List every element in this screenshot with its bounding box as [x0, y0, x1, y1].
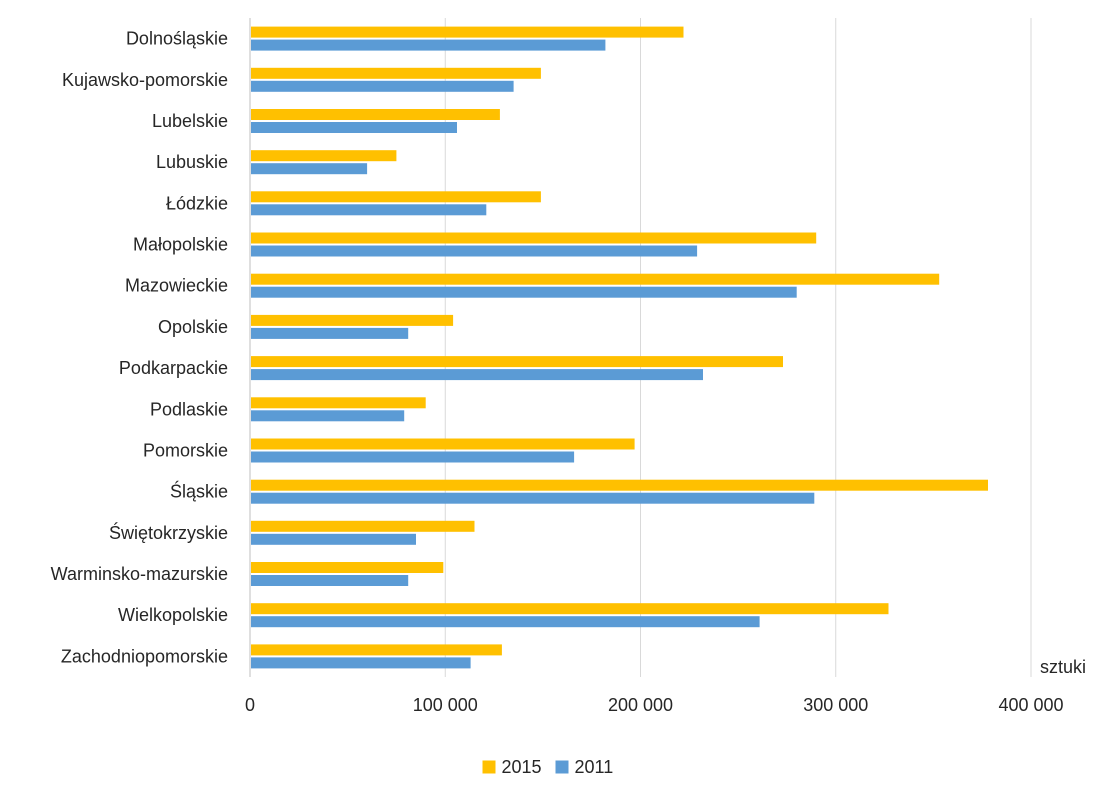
bar-2015-6 — [251, 273, 940, 285]
bar-2011-3 — [251, 163, 368, 175]
bar-2011-9 — [251, 410, 405, 422]
x-tick-label-0: 0 — [245, 695, 255, 715]
category-label-8: Podkarpackie — [119, 358, 228, 378]
x-unit-label: sztuki — [1040, 657, 1086, 677]
bar-2011-5 — [251, 245, 698, 257]
category-labels: Dolnośląskie Kujawsko-pomorskie Lubelskie L… — [51, 29, 228, 667]
bar-2011-15 — [251, 657, 471, 669]
legend-swatch-2015 — [482, 760, 496, 774]
bar-2015-4 — [251, 191, 541, 203]
bar-2015-7 — [251, 314, 454, 326]
x-tick-labels: 0 100 000 200 000 300 000 400 000 — [245, 695, 1064, 715]
bar-2011-11 — [251, 492, 815, 504]
bar-2015-2 — [251, 109, 500, 120]
bar-2015-12 — [251, 520, 475, 532]
category-label-9: Podlaskie — [150, 399, 228, 419]
bar-2015-3 — [251, 150, 397, 162]
bar-2015-8 — [251, 356, 783, 368]
category-label-14: Wielkopolskie — [118, 605, 228, 625]
bar-2011-8 — [251, 369, 703, 381]
category-label-5: Małopolskie — [133, 235, 228, 255]
bar-2015-13 — [251, 562, 444, 573]
bar-2011-10 — [251, 451, 575, 463]
bar-2011-4 — [251, 204, 487, 216]
bar-2015-5 — [251, 232, 817, 244]
legend-label-2011: 2011 — [575, 757, 614, 777]
bar-2011-12 — [251, 533, 416, 545]
category-label-12: Świętokrzyskie — [109, 522, 228, 543]
bar-2015-9 — [251, 397, 426, 409]
legend-swatch-2011 — [555, 760, 569, 774]
legend: 2015 2011 — [482, 757, 614, 777]
bar-2011-6 — [251, 286, 797, 298]
category-label-11: Śląskie — [170, 481, 228, 502]
category-label-6: Mazowieckie — [125, 276, 228, 296]
legend-label-2015: 2015 — [502, 757, 542, 777]
bar-2015-14 — [251, 603, 889, 615]
category-label-0: Dolnośląskie — [126, 29, 228, 49]
category-label-13: Warminsko-mazurskie — [51, 564, 228, 584]
x-tick-label-1: 100 000 — [413, 695, 478, 715]
bar-2011-13 — [251, 575, 409, 586]
bar-2015-11 — [251, 479, 988, 491]
bar-2011-1 — [251, 80, 514, 92]
bars — [251, 26, 988, 669]
bar-2011-0 — [251, 39, 606, 51]
bar-2011-7 — [251, 327, 409, 339]
category-label-1: Kujawsko-pomorskie — [62, 70, 228, 90]
category-label-2: Lubelskie — [152, 111, 228, 131]
x-tick-label-4: 400 000 — [998, 695, 1063, 715]
bar-2011-2 — [251, 122, 457, 133]
gridlines — [444, 18, 1032, 677]
category-label-10: Pomorskie — [143, 441, 228, 461]
bar-2015-15 — [251, 644, 502, 656]
category-label-15: Zachodniopomorskie — [61, 646, 228, 666]
category-label-7: Opolskie — [158, 317, 228, 337]
bar-2011-14 — [251, 616, 760, 628]
x-tick-label-3: 300 000 — [803, 695, 868, 715]
bar-2015-1 — [251, 67, 541, 79]
category-label-3: Lubuskie — [156, 152, 228, 172]
category-label-4: Łódzkie — [166, 193, 228, 213]
bar-2015-10 — [251, 438, 635, 450]
x-tick-label-2: 200 000 — [608, 695, 673, 715]
bar-2015-0 — [251, 26, 684, 38]
